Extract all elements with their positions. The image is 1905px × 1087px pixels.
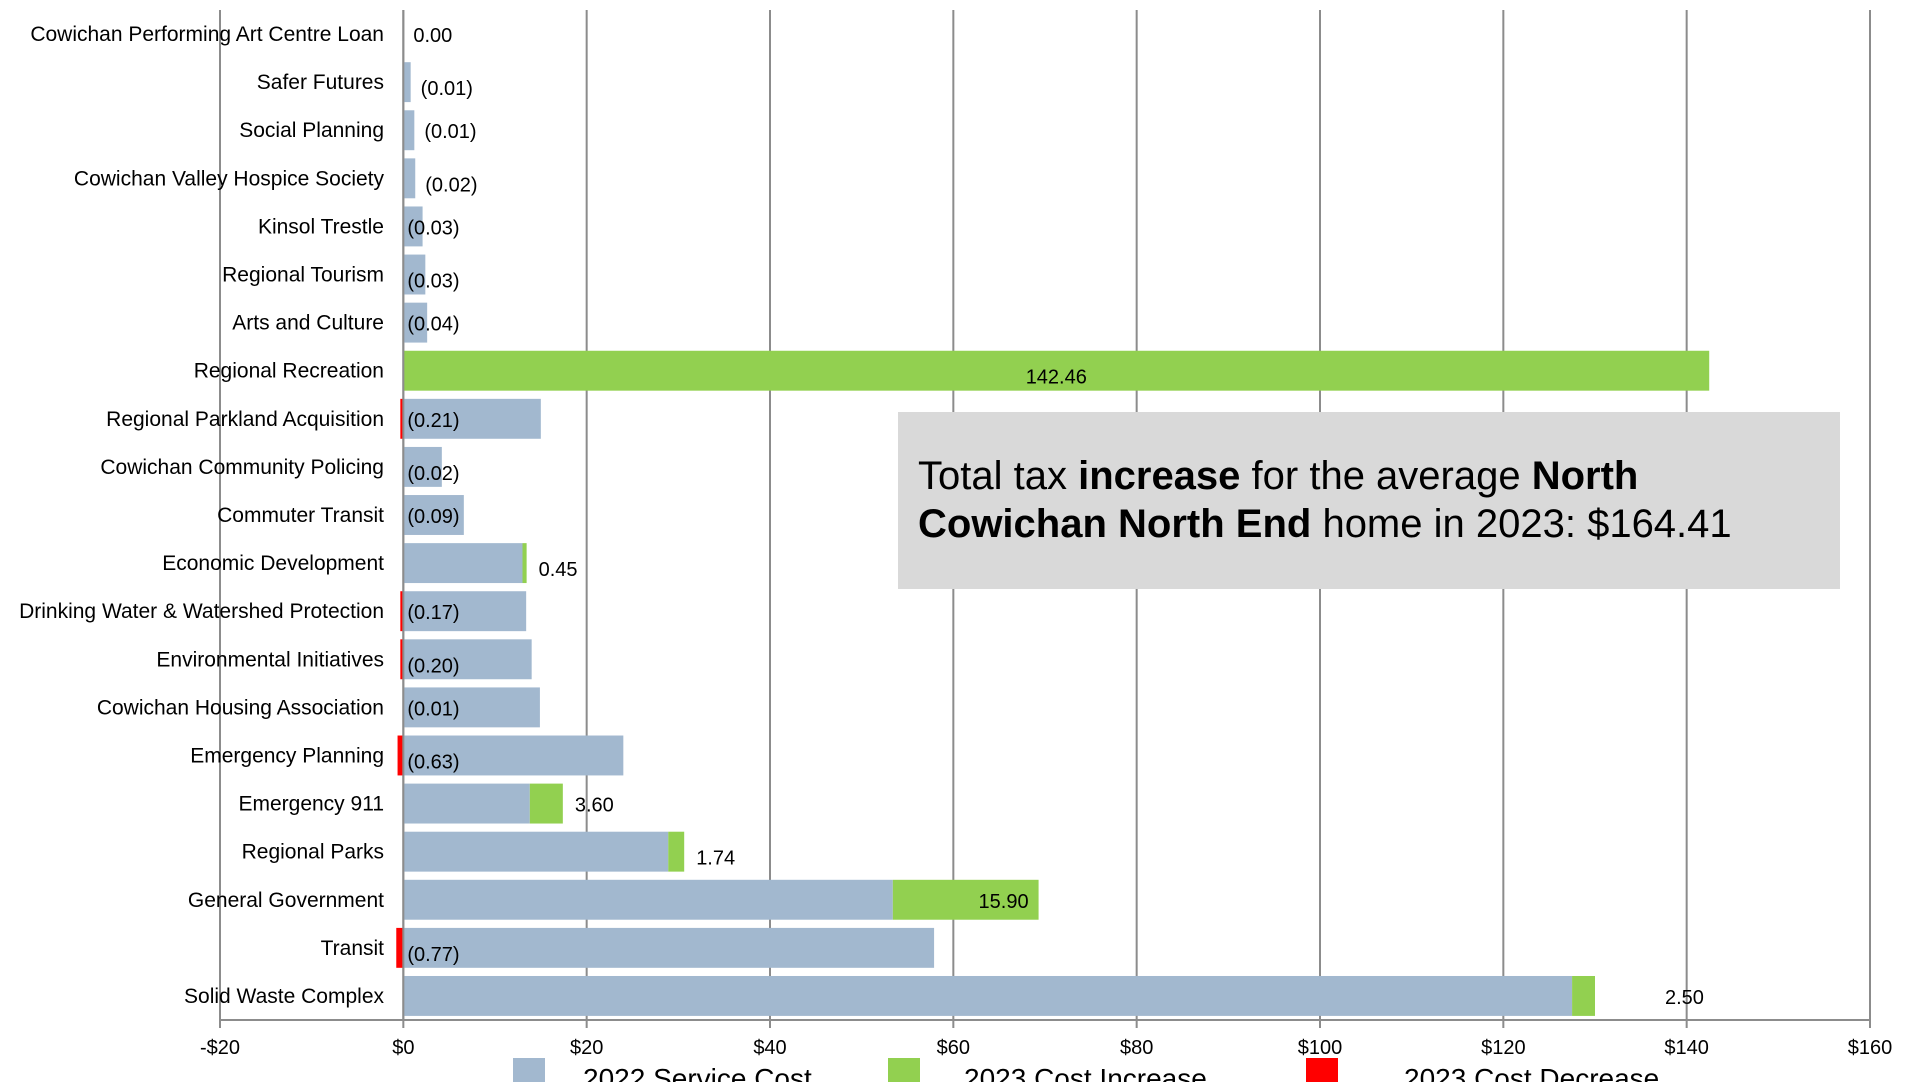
category-label: Drinking Water & Watershed Protection [19, 600, 384, 623]
category-label: Emergency 911 [238, 793, 384, 816]
category-label: Social Planning [239, 119, 384, 142]
category-label: Regional Parks [242, 841, 384, 864]
data-label: (0.09) [407, 506, 459, 528]
category-label: Transit [321, 937, 385, 960]
category-label: Safer Futures [257, 71, 384, 94]
bar-2023-cost-decrease [397, 735, 404, 776]
bar-2022-service-cost [403, 495, 464, 535]
data-label: 15.90 [979, 891, 1029, 913]
category-label: General Government [188, 889, 384, 912]
category-label: Cowichan Performing Art Centre Loan [30, 23, 384, 46]
x-tick-label: $40 [753, 1037, 786, 1059]
data-label: (0.03) [407, 271, 459, 293]
category-label: Economic Development [162, 552, 384, 575]
legend-label: 2022 Service Cost [583, 1063, 812, 1082]
bar-2022-service-cost [403, 831, 669, 872]
category-label: Emergency Planning [190, 744, 384, 767]
annotation-text-2: for the average [1240, 454, 1532, 498]
bar-2023-cost-decrease [400, 398, 404, 439]
total-increase-annotation: Total tax increase for the average North… [898, 412, 1840, 589]
data-label: 142.46 [1026, 367, 1087, 389]
data-label: 0.00 [413, 25, 452, 47]
bar-2023-cost-increase [522, 543, 527, 584]
bar-2022-service-cost [403, 591, 527, 632]
data-label: (0.02) [425, 174, 477, 196]
bars [396, 62, 1710, 1016]
bar-2022-service-cost [403, 975, 1573, 1016]
bar-2022-service-cost [403, 206, 423, 247]
bar-2022-service-cost [403, 879, 893, 920]
data-label: (0.01) [407, 698, 459, 720]
data-label: 3.60 [575, 795, 614, 817]
category-label: Commuter Transit [217, 504, 384, 527]
axes [219, 10, 1871, 1028]
bar-2023-cost-increase [529, 783, 563, 824]
bar-2022-service-cost [403, 639, 532, 680]
annotation-text-3: home in 2023: $164.41 [1311, 502, 1732, 546]
bar-2022-service-cost [403, 398, 541, 439]
category-label: Regional Tourism [222, 264, 384, 287]
bar-2022-service-cost [403, 687, 540, 728]
annotation-bold-2: North Cowichan North End [918, 454, 1639, 546]
bar-2022-service-cost [403, 254, 426, 295]
category-label: Regional Recreation [194, 360, 384, 383]
data-label: (0.77) [407, 944, 459, 966]
category-label: Kinsol Trestle [258, 215, 384, 238]
bar-2023-cost-decrease [400, 639, 404, 680]
bar-2023-cost-increase [403, 350, 1710, 391]
category-label: Cowichan Valley Hospice Society [74, 167, 385, 190]
annotation-text-1: Total tax [918, 454, 1079, 498]
bar-2022-service-cost [403, 927, 935, 968]
bar-2023-cost-increase [892, 879, 1039, 920]
data-label: (0.20) [407, 655, 459, 677]
category-label: Arts and Culture [232, 312, 384, 335]
bar-2022-service-cost [403, 110, 415, 151]
annotation-bold-1: increase [1078, 454, 1241, 498]
bar-2022-service-cost [403, 543, 523, 584]
x-tick-label: $60 [937, 1037, 970, 1059]
data-label: (0.01) [421, 78, 473, 100]
category-label: Cowichan Community Policing [100, 456, 384, 479]
data-label: (0.63) [407, 751, 459, 773]
x-tick-label: $140 [1664, 1037, 1709, 1059]
category-label: Cowichan Housing Association [97, 696, 384, 719]
bar-2023-cost-decrease [400, 591, 404, 632]
data-label: 0.45 [539, 559, 578, 581]
bar-2022-service-cost [403, 62, 411, 103]
bar-2022-service-cost [403, 735, 624, 776]
bar-2022-service-cost [403, 158, 416, 199]
bar-2022-service-cost [403, 302, 428, 343]
bar-2023-cost-decrease [396, 927, 404, 968]
x-tick-label: $120 [1481, 1037, 1526, 1059]
data-label: 1.74 [696, 848, 735, 870]
x-tick-label: -$20 [200, 1037, 240, 1059]
legend-swatch [1306, 1058, 1338, 1087]
legend-swatch [888, 1058, 920, 1087]
legend: 2022 Service Cost 2023 Cost Increase 2023 … [513, 1058, 1659, 1087]
category-label: Environmental Initiatives [156, 648, 384, 671]
legend-label: 2023 Cost Decrease [1404, 1063, 1659, 1082]
x-tick-label: $160 [1848, 1037, 1893, 1059]
data-label: (0.02) [407, 463, 459, 485]
data-label: (0.17) [407, 602, 459, 624]
bar-2023-cost-increase [1572, 975, 1595, 1016]
bar-2023-cost-increase [668, 831, 685, 872]
x-tick-label: $20 [570, 1037, 603, 1059]
bar-2022-service-cost [403, 446, 442, 487]
legend-swatch [513, 1058, 545, 1087]
x-tick-label: $80 [1120, 1037, 1153, 1059]
x-tick-label: $100 [1298, 1037, 1343, 1059]
x-tick-label: $0 [392, 1037, 414, 1059]
legend-label: 2023 Cost Increase [964, 1063, 1207, 1082]
labels: -$20 $0 $20 $40 $60 $80 $100 $120 $140 $160 Cowich… [19, 23, 1892, 1059]
bar-2022-service-cost [403, 783, 530, 824]
data-label: (0.01) [424, 121, 476, 143]
category-label: Solid Waste Complex [184, 985, 384, 1008]
data-label: 2.50 [1665, 987, 1704, 1009]
data-label: (0.21) [407, 410, 459, 432]
data-label: (0.04) [407, 314, 459, 336]
category-label: Regional Parkland Acquisition [106, 408, 384, 431]
data-label: (0.03) [407, 217, 459, 239]
